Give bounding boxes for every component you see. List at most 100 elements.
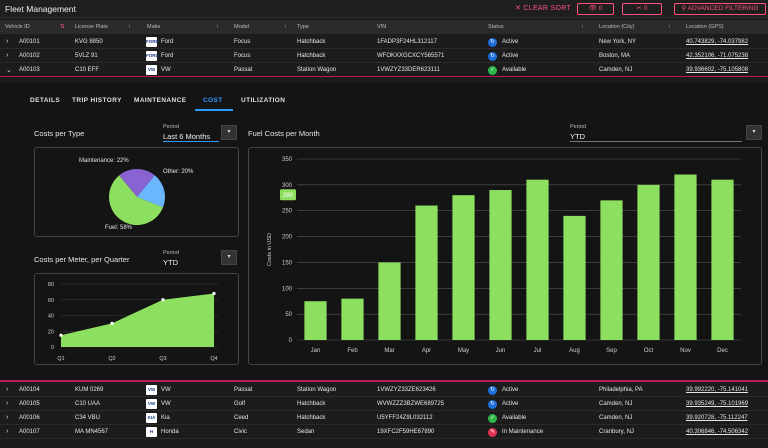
data-point[interactable]: [212, 291, 216, 296]
y-tick-label: 80: [48, 282, 54, 288]
cell-location-city: Boston, MA: [599, 53, 631, 59]
bar[interactable]: [304, 301, 327, 340]
table-row[interactable]: › A00106 C34 VBU KIA Kia Ceed Hatchback U5YFF24…: [0, 412, 768, 425]
bar[interactable]: [674, 174, 697, 340]
tab-utilization[interactable]: UTILIZATION: [241, 97, 286, 104]
advanced-filtering-button[interactable]: ⚲ ADVANCED FILTERING: [674, 3, 766, 15]
cell-license-plate: MA MN4567: [75, 429, 109, 435]
expand-chevron-icon[interactable]: ⌄: [6, 67, 12, 74]
tab-cost[interactable]: COST: [203, 97, 223, 104]
x-tick-label: Jan: [311, 348, 321, 354]
cell-vin: U5YFF24Z9L032112: [377, 415, 433, 421]
table-row[interactable]: › A00104 KUM 0269 VW VW Passat Station Wagon 1V…: [0, 384, 768, 397]
visibility-filter-button[interactable]: 👁 0: [577, 3, 614, 15]
bar[interactable]: [711, 179, 734, 340]
pie-slice[interactable]: [119, 169, 155, 197]
col-location-city[interactable]: Location (City): [599, 24, 635, 30]
cell-location-gps[interactable]: 39.992220, -75.141041: [686, 387, 749, 393]
table-row[interactable]: › A00107 MA MN4567 H Honda Civic Sedan 19XFC2F5…: [0, 426, 768, 439]
chevron-down-icon[interactable]: ▾: [746, 125, 762, 140]
cell-license-plate: C10 EFF: [75, 67, 100, 73]
clear-sort-button[interactable]: ✕ CLEAR SORT: [515, 5, 572, 12]
status-icon: ✓: [488, 66, 497, 75]
chevron-down-icon[interactable]: ▾: [221, 250, 237, 265]
tab-maintenance[interactable]: MAINTENANCE: [134, 97, 187, 104]
x-tick-label: Jun: [496, 348, 506, 354]
costs-per-type-chart: Maintenance: 22% Other: 20% Fuel: 58%: [79, 158, 194, 231]
col-vin[interactable]: VIN: [377, 24, 387, 30]
tooltip-value: 280: [283, 193, 294, 199]
cell-make: VW: [161, 401, 171, 407]
y-tick-label: 0: [51, 345, 54, 351]
bar[interactable]: [415, 205, 438, 340]
cell-status: Active: [502, 401, 519, 407]
sort-icon[interactable]: ⇅: [60, 24, 65, 30]
cost-type-period-select[interactable]: Last 6 Months: [163, 132, 219, 142]
y-tick-label: 0: [289, 338, 293, 344]
data-point[interactable]: [110, 321, 114, 325]
expand-chevron-icon[interactable]: ›: [6, 38, 9, 45]
x-tick-label: Aug: [569, 348, 580, 354]
x-tick-label: Feb: [347, 348, 358, 354]
cell-location-gps[interactable]: 39.936602, -75.105808: [686, 67, 749, 73]
bar[interactable]: [341, 298, 364, 340]
bar[interactable]: [378, 262, 401, 340]
col-make[interactable]: Make: [147, 24, 161, 30]
col-status[interactable]: Status: [488, 24, 504, 30]
bar[interactable]: [563, 215, 586, 340]
cell-vin: WFOKXXGCXCY565571: [377, 53, 445, 59]
cell-model: Ceed: [234, 415, 249, 421]
tab-details[interactable]: DETAILS: [30, 97, 61, 104]
cell-location-gps[interactable]: 42.352106, -71.075238: [686, 53, 749, 59]
table-row[interactable]: ⌄ A00103 C10 EFF VW VW Passat Station Wagon 1VW…: [0, 64, 768, 77]
cell-license-plate: KUM 0269: [75, 387, 104, 393]
col-type[interactable]: Type: [297, 24, 309, 30]
tab-trip-history[interactable]: TRIP HISTORY: [72, 97, 122, 104]
status-icon: ↻: [488, 386, 497, 395]
col-license-plate[interactable]: License Plate: [75, 24, 109, 30]
col-vehicle-id[interactable]: Vehicle ID: [5, 24, 30, 30]
cell-location-gps[interactable]: 39.935249, -75.101969: [686, 401, 749, 407]
y-tick-label: 250: [282, 209, 293, 215]
sort-arrow-icon[interactable]: ↑: [668, 24, 671, 30]
bar[interactable]: [489, 190, 512, 340]
expand-chevron-icon[interactable]: ›: [6, 428, 9, 435]
fuel-period-select[interactable]: YTD: [570, 132, 742, 142]
bar[interactable]: [637, 184, 660, 340]
tools-filter-button[interactable]: ✂ 0: [622, 3, 662, 15]
expand-chevron-icon[interactable]: ›: [6, 400, 9, 407]
col-model[interactable]: Model: [234, 24, 249, 30]
expand-chevron-icon[interactable]: ›: [6, 52, 9, 59]
pie-slice[interactable]: [109, 175, 164, 225]
col-location-gps[interactable]: Location (GPS): [686, 24, 724, 30]
sort-arrow-icon[interactable]: ↑: [216, 24, 219, 30]
pie-slice[interactable]: [137, 175, 165, 208]
cost-meter-period-select[interactable]: YTD: [163, 258, 178, 267]
table-row[interactable]: › A00101 KVG 8850 FORD Ford Focus Hatchback 1FA…: [0, 36, 768, 49]
bar[interactable]: [526, 179, 549, 340]
data-point[interactable]: [59, 333, 63, 337]
x-tick-label: Nov: [680, 348, 691, 354]
data-point[interactable]: [161, 298, 165, 302]
chevron-down-icon[interactable]: ▾: [221, 125, 237, 140]
active-tab-indicator: [195, 109, 233, 111]
cell-vehicle-id: A00101: [19, 39, 40, 45]
y-tick-label: 60: [48, 298, 54, 304]
cell-make: VW: [161, 67, 171, 73]
table-row[interactable]: › A00105 C10 UAA VW VW Golf Hatchback WVWZZZ3BZ…: [0, 398, 768, 411]
x-tick-label: May: [458, 348, 469, 354]
table-row[interactable]: › A00102 5VLZ 91 FORD Ford Focus Hatchback WFOK…: [0, 50, 768, 63]
expand-chevron-icon[interactable]: ›: [6, 414, 9, 421]
cell-location-gps[interactable]: 39.920728, -75.112247: [686, 415, 748, 421]
sort-arrow-icon[interactable]: ↑: [128, 24, 131, 30]
sort-arrow-icon[interactable]: ↑: [284, 24, 287, 30]
status-icon: ↻: [488, 38, 497, 47]
bar[interactable]: [600, 200, 623, 340]
expand-chevron-icon[interactable]: ›: [6, 386, 9, 393]
y-tick-label: 150: [282, 260, 293, 266]
bar[interactable]: [452, 195, 475, 340]
sort-arrow-icon[interactable]: ↑: [581, 24, 584, 30]
cell-location-gps[interactable]: 40.743829, -74.037982: [686, 39, 749, 45]
cell-location-gps[interactable]: 40.306846, -74.506342: [686, 429, 749, 435]
